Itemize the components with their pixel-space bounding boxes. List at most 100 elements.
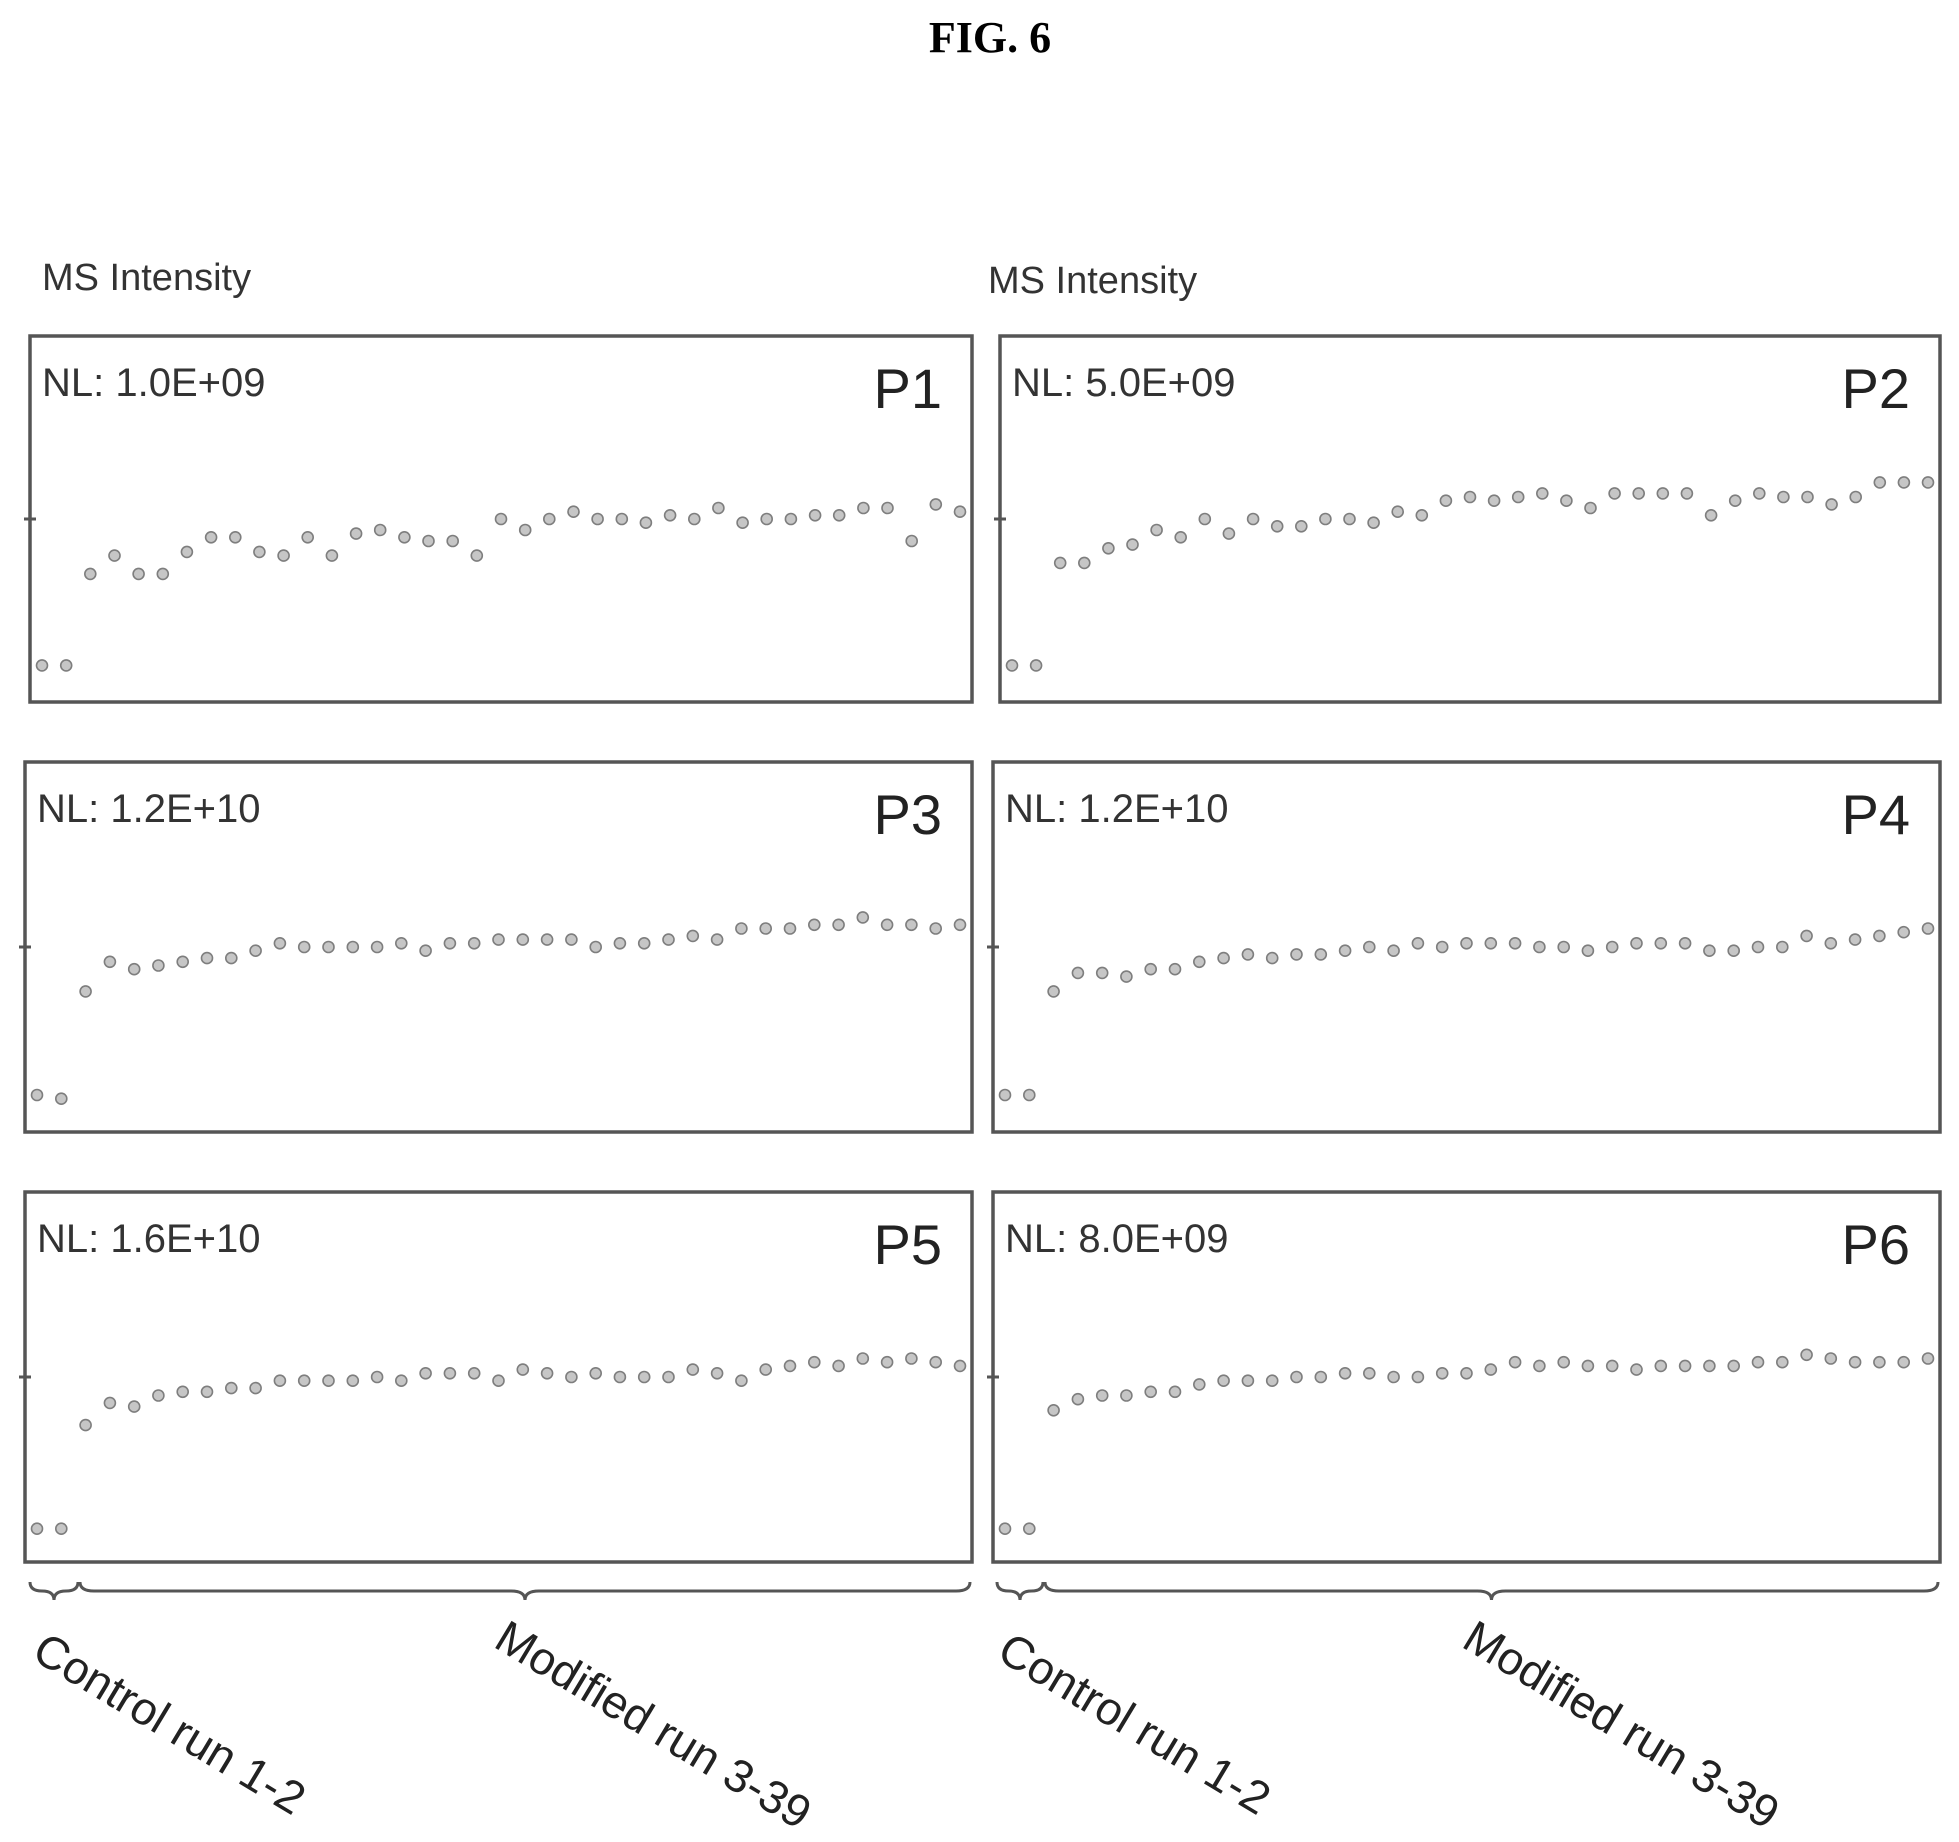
point-p5-run-16 (394, 1374, 408, 1387)
point-p6-run-32 (1751, 1355, 1765, 1369)
point-p6-run-29 (1678, 1359, 1692, 1373)
point-p5-run-6 (152, 1389, 165, 1402)
point-p6-run-9 (1193, 1378, 1206, 1391)
point-p4-run-16 (1363, 940, 1376, 954)
point-p4-run-28 (1654, 936, 1668, 950)
point-p1-run-21 (518, 523, 532, 537)
point-p3-run-18 (443, 936, 457, 950)
point-p3-run-31 (759, 922, 773, 935)
point-p4-run-23 (1533, 940, 1546, 954)
point-p5-run-33 (807, 1355, 821, 1369)
panel-label-p4: P4 (1842, 783, 1911, 846)
point-p1-run-11 (277, 549, 290, 562)
point-p1-run-18 (446, 534, 460, 548)
point-p2-run-20 (1463, 490, 1477, 504)
point-p3-run-23 (565, 933, 578, 946)
point-p3-run-12 (297, 940, 311, 954)
point-p5-run-31 (759, 1363, 773, 1376)
point-p1-run-36 (881, 501, 894, 515)
point-p5-run-34 (832, 1359, 845, 1373)
point-p3-run-33 (807, 918, 821, 932)
point-p3-run-30 (735, 922, 748, 935)
point-p5-run-8 (200, 1385, 214, 1399)
point-p1-run-33 (808, 508, 822, 522)
point-p5-run-10 (249, 1381, 262, 1395)
point-p5-run-35 (856, 1352, 870, 1365)
point-p4-run-20 (1460, 936, 1473, 950)
point-p6-run-15 (1338, 1367, 1352, 1380)
panel-p6: NL: 8.0E+09 P6 (987, 1190, 1942, 1564)
panel-label-p2: P2 (1842, 357, 1911, 420)
point-p4-run-2 (1023, 1088, 1036, 1102)
point-p3-run-11 (273, 936, 287, 950)
point-p4-run-3 (1047, 985, 1060, 998)
point-p6-run-4 (1071, 1392, 1085, 1406)
point-p6-run-8 (1168, 1385, 1182, 1399)
point-p1-run-25 (615, 512, 629, 526)
point-p4-run-38 (1897, 925, 1910, 939)
point-p2-run-14 (1319, 512, 1332, 526)
point-p5-run-37 (905, 1352, 918, 1365)
point-p5-run-2 (54, 1522, 68, 1535)
point-p1-run-20 (494, 512, 508, 526)
point-p3-run-35 (856, 911, 870, 924)
point-p3-run-38 (929, 922, 943, 935)
point-p6-run-24 (1557, 1355, 1570, 1369)
point-p4-run-25 (1581, 944, 1595, 958)
point-p3-run-16 (394, 936, 408, 950)
point-p6-run-30 (1703, 1359, 1716, 1373)
point-p5-run-3 (79, 1418, 92, 1432)
point-p2-run-38 (1897, 476, 1911, 489)
point-p6-run-37 (1873, 1355, 1886, 1369)
point-p6-run-3 (1047, 1404, 1060, 1417)
point-p3-run-25 (613, 936, 627, 950)
point-p2-run-19 (1439, 494, 1453, 508)
point-p3-run-1 (30, 1088, 44, 1102)
point-p4-run-1 (998, 1088, 1012, 1102)
point-p4-run-26 (1605, 940, 1619, 954)
point-p4-run-34 (1800, 929, 1813, 943)
point-p1-run-6 (156, 567, 170, 581)
point-p3-run-29 (710, 933, 724, 946)
panel-p1: NL: 1.0E+09 P1 (24, 334, 974, 704)
ms-intensity-label-left: MS Intensity (42, 257, 251, 299)
point-p5-run-1 (30, 1522, 44, 1535)
point-p5-run-20 (492, 1374, 505, 1387)
point-p2-run-22 (1511, 490, 1525, 504)
point-p1-run-9 (229, 530, 242, 544)
point-p2-run-8 (1174, 530, 1187, 544)
point-p2-run-3 (1053, 556, 1067, 570)
panel-p4: NL: 1.2E+10 P4 (987, 760, 1942, 1134)
point-p1-run-32 (784, 512, 798, 526)
panel-label-p1: P1 (874, 357, 943, 420)
point-p1-run-15 (373, 523, 387, 537)
point-p6-run-11 (1241, 1374, 1255, 1387)
point-p1-run-17 (422, 534, 435, 548)
point-p6-run-21 (1484, 1363, 1498, 1376)
point-p2-run-4 (1078, 556, 1091, 570)
point-p6-run-18 (1411, 1370, 1425, 1384)
point-p4-run-29 (1678, 936, 1692, 950)
point-p4-run-5 (1095, 966, 1109, 980)
point-p5-run-15 (370, 1370, 384, 1384)
point-p1-run-27 (663, 508, 677, 522)
control-run-label-left: Control run 1-2 (25, 1622, 315, 1825)
point-p1-run-1 (35, 659, 49, 672)
point-p5-run-28 (686, 1363, 700, 1376)
point-p2-run-25 (1584, 501, 1597, 515)
point-p6-run-33 (1776, 1355, 1789, 1369)
point-p4-run-7 (1144, 962, 1157, 976)
point-p5-run-32 (783, 1359, 797, 1373)
point-p2-run-12 (1270, 519, 1284, 533)
nl-label-p3: NL: 1.2E+10 (37, 787, 261, 831)
point-p2-run-2 (1029, 659, 1043, 672)
point-p3-run-37 (905, 918, 918, 932)
point-p3-run-20 (492, 933, 505, 946)
point-p5-run-7 (176, 1385, 189, 1399)
point-p4-run-8 (1168, 962, 1182, 976)
point-p3-run-4 (103, 955, 117, 969)
point-p2-run-6 (1126, 538, 1139, 551)
point-p2-run-15 (1343, 512, 1356, 526)
point-p1-run-4 (108, 549, 121, 562)
point-p6-run-25 (1581, 1359, 1595, 1373)
